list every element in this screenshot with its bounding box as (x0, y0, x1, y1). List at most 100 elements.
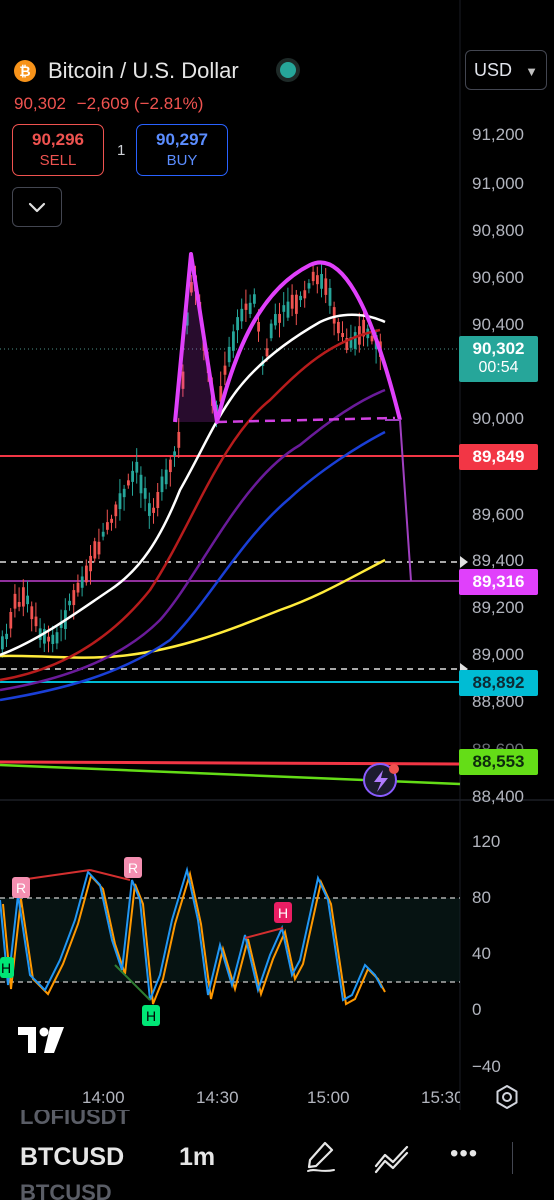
candle-body (47, 636, 50, 642)
symbol-title[interactable]: Bitcoin / U.S. Dollar (48, 58, 239, 83)
ema-white-line[interactable] (0, 313, 386, 657)
chevron-down-icon (28, 202, 46, 213)
sell-button[interactable]: 90,296 SELL (12, 124, 104, 176)
osc-marker-r-2[interactable]: R (124, 857, 142, 878)
projection-line[interactable] (385, 419, 412, 582)
symbol-selector[interactable]: BTCUSD (20, 1143, 125, 1171)
buy-button[interactable]: 90,297 BUY (136, 124, 228, 176)
candle-body (5, 633, 8, 640)
candle-body (307, 283, 311, 289)
price-axis-label: 90,000 (472, 409, 524, 428)
candle-body (181, 371, 185, 389)
candle-body (232, 331, 235, 351)
svg-text:H: H (278, 905, 288, 921)
osc-marker-h-green-1[interactable]: H (0, 957, 14, 978)
more-icon[interactable]: ••• (450, 1140, 479, 1167)
time-axis-label: 14:00 (82, 1088, 125, 1107)
settings-icon[interactable] (493, 1083, 521, 1111)
bar-countdown: 00:54 (478, 359, 519, 376)
candle-body (286, 301, 290, 318)
candle-body (337, 321, 340, 334)
svg-text:H: H (146, 1008, 156, 1024)
candle-body (248, 302, 252, 315)
candle-body (244, 303, 248, 310)
ema-blue-line[interactable] (0, 430, 386, 702)
sell-label: SELL (39, 152, 77, 169)
osc-divergence-line-1 (19, 869, 91, 881)
candle-body (353, 332, 357, 349)
candle-body (106, 522, 109, 530)
market-open-indicator (280, 62, 296, 78)
candle-body (299, 295, 302, 301)
price-axis-label: 90,800 (472, 221, 524, 240)
candle-body (324, 278, 328, 295)
collapse-button[interactable] (12, 187, 62, 227)
candle-body (148, 503, 151, 516)
candle-body (227, 346, 231, 363)
tradingview-logo[interactable] (18, 1027, 66, 1055)
candle-body (59, 621, 63, 628)
oscillator-main-line[interactable] (0, 866, 383, 1002)
candle-body (341, 333, 344, 338)
oscillator-axis-label: 120 (472, 832, 501, 851)
currency-selector[interactable]: USD ▼ (465, 50, 547, 90)
candle-body (131, 470, 134, 482)
osc-marker-r-1[interactable]: R (12, 877, 30, 898)
candle-body (51, 634, 55, 644)
ema-yellow-line[interactable] (0, 558, 386, 659)
candle-body (190, 282, 193, 293)
magenta-level-tag[interactable]: 89,316 (459, 569, 538, 595)
candle-body (320, 273, 323, 289)
candle-body (139, 474, 143, 494)
oscillator-signal-line[interactable] (2, 870, 386, 1006)
candle-body (101, 531, 105, 537)
indicator-icon[interactable] (373, 1142, 411, 1174)
oscillator-axis-label: 40 (472, 944, 491, 963)
pen-icon[interactable] (305, 1140, 337, 1174)
next-symbol[interactable]: BTCUSD (20, 1180, 112, 1200)
ema-purple-line[interactable] (0, 388, 386, 692)
candle-body (1, 636, 4, 650)
candle-body (152, 507, 155, 513)
candle-body (85, 565, 88, 583)
sell-price: 90,296 (32, 130, 84, 149)
spread-value: 1 (117, 142, 126, 159)
candle-body (93, 541, 97, 559)
candle-body (22, 587, 25, 607)
candle-body (169, 459, 172, 473)
candle-body (127, 480, 130, 486)
price-axis-label: 90,600 (472, 268, 524, 287)
osc-marker-h-red[interactable]: H (274, 902, 292, 923)
current-price-tag[interactable]: 90,302 00:54 (459, 336, 538, 382)
head-shoulders-pattern[interactable] (173, 252, 402, 424)
candle-body (332, 307, 336, 324)
red-level-tag[interactable]: 89,849 (459, 444, 538, 470)
candle-body (282, 305, 286, 312)
osc-marker-h-green-2[interactable]: H (142, 1005, 160, 1026)
time-axis-label: 15:00 (307, 1088, 350, 1107)
ema-red-line[interactable] (0, 328, 381, 682)
pattern-fill-left (175, 254, 217, 422)
candle-body (26, 595, 29, 605)
candle-body (311, 271, 315, 282)
candle-body (295, 294, 298, 314)
time-axis-label: 14:30 (196, 1088, 239, 1107)
level-arrow-upper (460, 556, 468, 568)
previous-symbol[interactable]: LOFIUSDT (20, 1110, 130, 1129)
candle-body (362, 319, 365, 337)
candle-body (13, 593, 17, 609)
candle-body (316, 275, 319, 285)
green-red-level-line[interactable] (0, 760, 461, 766)
green-level-tag[interactable]: 88,553 (459, 749, 538, 775)
currency-label: USD (474, 60, 513, 80)
candle-body (97, 541, 101, 555)
price-change: −2,609 (−2.81%) (76, 94, 204, 113)
cyan-level-tag[interactable]: 88,892 (459, 670, 538, 696)
interval-selector[interactable]: 1m (179, 1143, 216, 1171)
alert-icon[interactable] (363, 763, 399, 797)
candle-body (265, 348, 269, 357)
neckline[interactable] (216, 416, 396, 424)
candlestick-series[interactable] (1, 262, 382, 658)
candle-body (274, 314, 277, 326)
